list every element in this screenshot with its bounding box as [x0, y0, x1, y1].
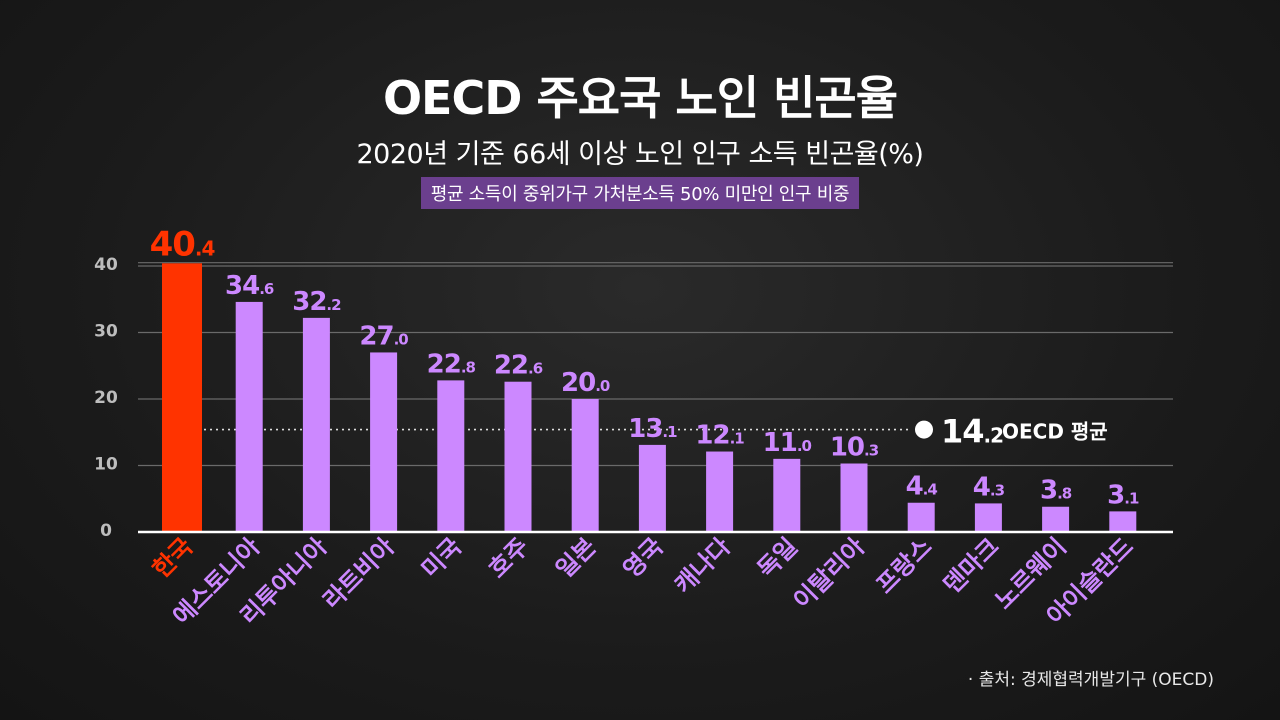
bar [638, 444, 666, 532]
bar [840, 463, 868, 532]
value-label: 3.8 [1040, 476, 1072, 506]
bar [302, 317, 330, 532]
y-tick-label: 40 [94, 255, 118, 275]
value-label: 22.8 [427, 349, 476, 379]
bar [706, 451, 734, 532]
reference-value-label: 14.2 [941, 413, 1003, 451]
value-label: 32.2 [292, 287, 341, 317]
category-label: 독일 [752, 532, 803, 583]
y-tick-label: 20 [94, 388, 118, 408]
value-label: 4.3 [973, 472, 1005, 502]
value-label: 22.6 [494, 351, 543, 381]
value-label: 12.1 [695, 421, 744, 451]
category-label: 호주 [483, 532, 534, 583]
category-label: 프랑스 [871, 532, 938, 599]
definition-note-wrap: 평균 소득이 중위가구 가처분소득 50% 미만인 인구 비중 [0, 177, 1280, 209]
category-label: 캐나다 [669, 532, 736, 599]
value-label: 27.0 [359, 321, 408, 351]
bar [1109, 511, 1137, 532]
source-note: · 출처: 경제협력개발기구 (OECD) [967, 670, 1214, 690]
bar [162, 263, 202, 532]
category-label: 라트비아 [318, 532, 400, 614]
chart-title: OECD 주요국 노인 빈곤율 [382, 71, 898, 125]
bar [1042, 506, 1070, 532]
category-label: 미국 [416, 532, 467, 583]
reference-label: OECD 평균 [1002, 420, 1108, 444]
value-label: 40.4 [150, 224, 215, 264]
bar [571, 399, 599, 532]
bar [974, 503, 1002, 532]
value-label: 13.1 [628, 414, 677, 444]
value-label: 3.1 [1107, 480, 1139, 510]
bar [907, 502, 935, 532]
y-tick-label: 10 [94, 455, 118, 475]
reference-marker [915, 420, 933, 439]
bar [504, 381, 532, 532]
value-label: 20.0 [561, 368, 610, 398]
value-label: 10.3 [830, 433, 879, 463]
category-label: 일본 [550, 532, 601, 583]
bar [437, 380, 465, 532]
definition-note: 평균 소득이 중위가구 가처분소득 50% 미만인 인구 비중 [420, 177, 860, 209]
value-label: 4.4 [906, 472, 938, 502]
category-label: 이탈리아 [788, 532, 870, 614]
category-label: 한국 [147, 532, 198, 583]
y-tick-label: 0 [100, 521, 112, 541]
category-label: 영국 [618, 532, 669, 583]
y-tick-label: 30 [94, 322, 118, 342]
bar [773, 458, 801, 532]
bar [235, 301, 263, 532]
value-label: 11.0 [763, 428, 812, 458]
value-label: 34.6 [225, 271, 274, 301]
chart-subtitle: 2020년 기준 66세 이상 노인 인구 소득 빈곤율(%) [356, 139, 924, 170]
bar [370, 352, 398, 532]
